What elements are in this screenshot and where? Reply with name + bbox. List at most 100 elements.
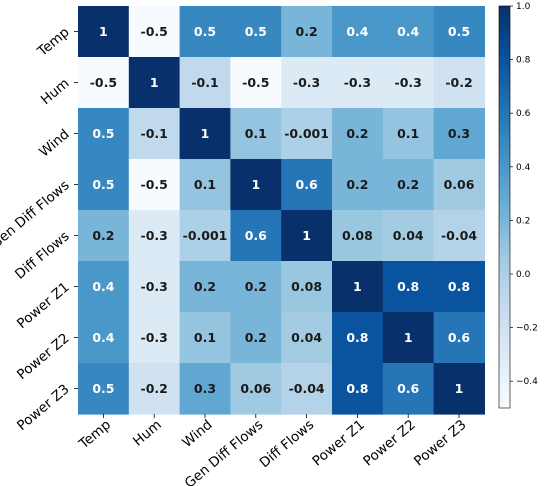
cell-diff-flows-gen-diff-flows — [230, 210, 282, 262]
cell-diff-flows-power-z3 — [433, 210, 485, 262]
cell-annotation: -0.5 — [141, 177, 168, 192]
cell-annotation: -0.3 — [344, 75, 371, 90]
y-tick-label-diff-flows: Diff Flows — [12, 228, 73, 282]
cell-gen-diff-flows-power-z1 — [332, 159, 384, 211]
cell-temp-temp — [78, 6, 130, 58]
cell-annotation: 0.6 — [296, 177, 318, 192]
cell-annotation: 0.6 — [245, 228, 267, 243]
cell-annotation: -0.5 — [141, 24, 168, 39]
cell-annotation: 0.2 — [92, 228, 114, 243]
colorbar-tick-label: −0.2 — [516, 324, 538, 334]
cell-annotation: 0.04 — [291, 330, 322, 345]
colorbar-tick-label: 0.2 — [516, 216, 530, 226]
cell-annotation: 0.2 — [245, 330, 267, 345]
cell-power-z1-gen-diff-flows — [230, 261, 282, 313]
x-tick-label-hum: Hum — [130, 417, 165, 450]
cell-annotation: 0.5 — [92, 126, 114, 141]
colorbar-tick-label: 0.4 — [516, 163, 531, 173]
cell-annotation: 1 — [251, 177, 260, 192]
cell-annotation: 0.06 — [240, 381, 271, 396]
cell-annotation: 0.2 — [194, 279, 216, 294]
cell-annotation: 0.3 — [194, 381, 216, 396]
cell-power-z1-power-z1 — [332, 261, 384, 313]
cell-annotation: 0.4 — [346, 24, 368, 39]
heatmap-annotations: 1 -0.5 0.5 0.5 0.2 0.4 0.4 0.5 -0.5 1 -0.1 -0.5 -0.3… — [90, 24, 478, 396]
cell-power-z1-power-z2 — [382, 261, 435, 313]
cell-annotation: -0.04 — [441, 228, 477, 243]
cell-temp-gen-diff-flows — [230, 6, 282, 58]
cell-hum-power-z3 — [433, 57, 485, 109]
cell-wind-wind — [179, 108, 231, 160]
cell-annotation: -0.1 — [191, 75, 218, 90]
cell-power-z2-power-z1 — [332, 312, 384, 364]
cell-diff-flows-temp — [78, 210, 130, 262]
cell-power-z3-hum — [128, 363, 181, 415]
cell-power-z2-power-z2 — [382, 312, 435, 364]
cell-hum-gen-diff-flows — [230, 57, 282, 109]
cell-wind-hum — [128, 108, 181, 160]
cell-temp-power-z1 — [332, 6, 384, 58]
cell-annotation: 0.8 — [397, 279, 419, 294]
cell-annotation: -0.04 — [289, 381, 325, 396]
x-tick-label-power-z1: Power Z1 — [309, 417, 368, 470]
cell-annotation: 1 — [201, 126, 210, 141]
cell-annotation: 0.5 — [92, 177, 114, 192]
cell-wind-power-z3 — [433, 108, 485, 160]
y-tick-label-power-z1: Power Z1 — [14, 279, 73, 332]
cell-power-z2-power-z3 — [433, 312, 485, 364]
cell-wind-power-z1 — [332, 108, 384, 160]
cell-power-z1-wind — [179, 261, 231, 313]
x-tick-label-temp: Temp — [75, 417, 114, 453]
cell-annotation: 1 — [150, 75, 159, 90]
cell-annotation: 1 — [302, 228, 311, 243]
cell-annotation: 0.8 — [346, 381, 368, 396]
cell-annotation: 0.5 — [194, 24, 216, 39]
cell-hum-wind — [179, 57, 231, 109]
cell-gen-diff-flows-diff-flows — [281, 159, 333, 211]
cell-annotation: 0.5 — [448, 24, 470, 39]
cell-wind-temp — [78, 108, 130, 160]
cell-annotation: -0.3 — [141, 279, 168, 294]
cell-annotation: 0.1 — [194, 330, 216, 345]
colorbar-tick-label: 0.8 — [516, 56, 531, 66]
y-tick-label-power-z3: Power Z3 — [14, 381, 73, 434]
x-tick-label-diff-flows: Diff Flows — [257, 417, 318, 471]
cell-temp-power-z2 — [382, 6, 435, 58]
cell-annotation: 0.1 — [397, 126, 419, 141]
cell-annotation: 0.6 — [397, 381, 419, 396]
cell-hum-hum — [128, 57, 181, 109]
cell-temp-power-z3 — [433, 6, 485, 58]
cell-temp-diff-flows — [281, 6, 333, 58]
cell-annotation: -0.3 — [395, 75, 422, 90]
cell-power-z1-power-z3 — [433, 261, 485, 313]
cell-annotation: 0.2 — [346, 126, 368, 141]
cell-annotation: -0.001 — [183, 228, 228, 243]
x-tick-label-power-z3: Power Z3 — [411, 417, 470, 470]
cell-wind-power-z2 — [382, 108, 435, 160]
cell-gen-diff-flows-power-z2 — [382, 159, 435, 211]
cell-hum-diff-flows — [281, 57, 333, 109]
cell-power-z2-temp — [78, 312, 130, 364]
colorbar-tick-label: 0.6 — [516, 109, 531, 119]
cell-annotation: -0.5 — [90, 75, 117, 90]
cell-power-z3-gen-diff-flows — [230, 363, 282, 415]
y-tick-label-wind: Wind — [36, 126, 72, 160]
cell-temp-hum — [128, 6, 181, 58]
x-tick-label-wind: Wind — [179, 417, 215, 451]
colorbar-tick-label: 0.0 — [516, 270, 531, 280]
cell-annotation: -0.1 — [141, 126, 168, 141]
cell-annotation: 0.4 — [397, 24, 419, 39]
cell-diff-flows-wind — [179, 210, 231, 262]
colorbar-tick-label: 1.0 — [516, 2, 531, 12]
cell-annotation: -0.3 — [141, 330, 168, 345]
cell-wind-gen-diff-flows — [230, 108, 282, 160]
cell-diff-flows-diff-flows — [281, 210, 333, 262]
cell-annotation: -0.5 — [242, 75, 269, 90]
cell-annotation: 0.2 — [397, 177, 419, 192]
cell-power-z3-temp — [78, 363, 130, 415]
x-tick-label-power-z2: Power Z2 — [360, 417, 419, 470]
cell-annotation: -0.2 — [445, 75, 472, 90]
